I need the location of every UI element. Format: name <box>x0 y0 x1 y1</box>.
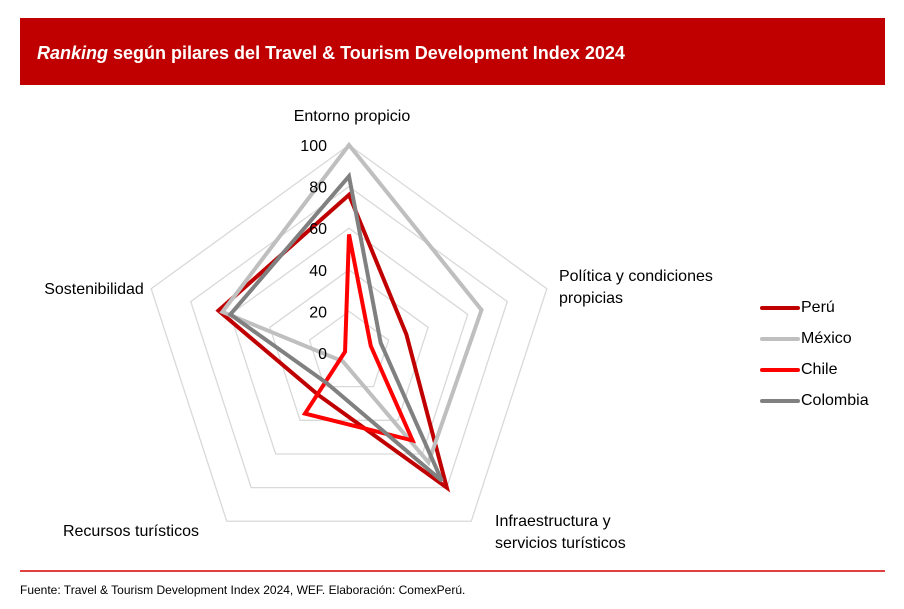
radar-tick-labels: 0 20 40 60 80 100 <box>300 138 327 363</box>
source-note: Fuente: Travel & Tourism Development Ind… <box>20 583 466 597</box>
legend-label-peru: Perú <box>801 298 835 316</box>
grid-ring-60 <box>229 227 469 455</box>
axis-label-1-line-0: Política y condiciones <box>559 268 713 285</box>
chart-title: Ranking según pilares del Travel & Touri… <box>37 43 625 64</box>
grid-ring-100 <box>150 144 548 522</box>
series-line-colombia <box>227 171 444 483</box>
radar-grid <box>150 144 548 522</box>
axis-label-1-line-1: propicias <box>559 290 623 307</box>
legend: Perú México Chile Colombia <box>760 292 869 416</box>
radar-series <box>215 141 484 493</box>
legend-label-mexico: México <box>801 329 852 347</box>
grid-ring-40 <box>269 268 429 421</box>
axis-label-2-line-1: servicios turísticos <box>495 535 626 552</box>
grid-ring-80 <box>189 185 509 489</box>
legend-swatch-colombia <box>760 398 800 403</box>
tick-label-80: 80 <box>309 180 327 197</box>
legend-item-mexico: México <box>760 323 869 354</box>
chart-title-rest: según pilares del Travel & Tourism Devel… <box>108 43 625 63</box>
tick-label-20: 20 <box>309 304 327 321</box>
legend-swatch-chile <box>760 367 800 372</box>
tick-label-0: 0 <box>318 346 327 363</box>
legend-swatch-peru <box>760 305 800 310</box>
series-line-mexico <box>219 141 484 467</box>
title-banner: Ranking según pilares del Travel & Touri… <box>20 18 885 85</box>
legend-item-peru: Perú <box>760 292 869 323</box>
tick-label-60: 60 <box>309 221 327 238</box>
legend-label-chile: Chile <box>801 360 838 378</box>
axis-label-0-line-0: Entorno propicio <box>294 108 411 125</box>
grid-ring-20 <box>308 310 390 388</box>
tick-label-40: 40 <box>309 263 327 280</box>
legend-swatch-mexico <box>760 336 800 341</box>
legend-item-colombia: Colombia <box>760 385 869 416</box>
axis-label-3-line-0: Recursos turísticos <box>63 523 199 540</box>
footer-divider <box>20 570 885 572</box>
axis-label-4-line-0: Sostenibilidad <box>44 281 144 298</box>
tick-label-100: 100 <box>300 138 327 155</box>
radar-axis-labels: Entorno propicio Política y condiciones pr… <box>44 108 713 552</box>
legend-item-chile: Chile <box>760 354 869 385</box>
chart-title-italic: Ranking <box>37 43 109 63</box>
series-line-chile <box>301 234 417 444</box>
legend-label-colombia: Colombia <box>801 391 869 409</box>
axis-label-2-line-0: Infraestructura y <box>495 513 611 530</box>
